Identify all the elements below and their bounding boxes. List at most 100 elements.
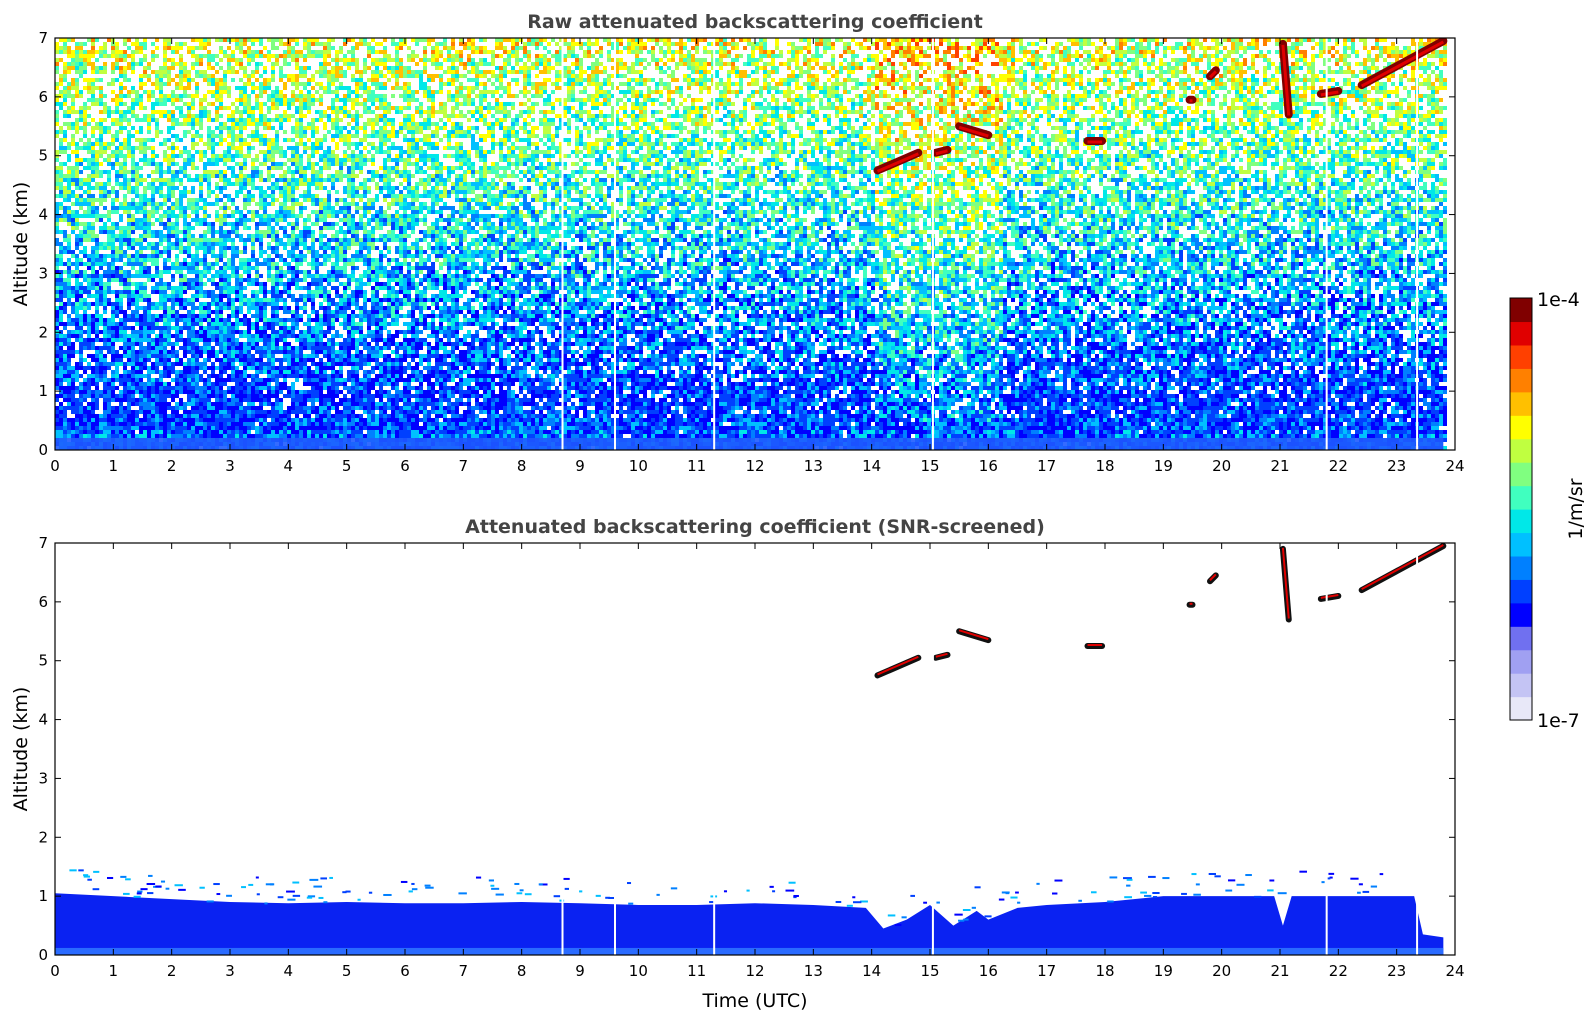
raw-pixel — [491, 62, 495, 66]
raw-pixel — [999, 62, 1003, 66]
raw-pixel — [879, 50, 883, 54]
raw-pixel — [879, 110, 883, 114]
raw-pixel — [115, 130, 119, 134]
raw-pixel — [491, 70, 495, 74]
raw-pixel — [1043, 46, 1047, 50]
raw-pixel — [1275, 114, 1279, 118]
raw-pixel — [499, 66, 503, 70]
raw-pixel — [991, 122, 995, 126]
raw-pixel — [1171, 70, 1175, 74]
raw-pixel — [1131, 94, 1135, 98]
raw-pixel — [891, 50, 895, 54]
raw-pixel — [207, 62, 211, 66]
raw-pixel — [751, 54, 755, 58]
raw-pixel — [367, 90, 371, 94]
raw-pixel — [527, 78, 531, 82]
raw-pixel — [1271, 102, 1275, 106]
raw-pixel — [1371, 126, 1375, 130]
raw-pixel — [491, 126, 495, 130]
raw-pixel — [591, 98, 595, 102]
raw-pixel — [479, 102, 483, 106]
raw-pixel — [515, 46, 519, 50]
raw-pixel — [67, 86, 71, 90]
raw-pixel — [395, 62, 399, 66]
raw-pixel — [591, 106, 595, 110]
raw-pixel — [335, 86, 339, 90]
raw-pixel — [651, 126, 655, 130]
raw-pixel — [1175, 114, 1179, 118]
raw-pixel — [95, 66, 99, 70]
raw-pixel — [855, 94, 859, 98]
raw-pixel — [1035, 50, 1039, 54]
raw-pixel — [983, 46, 987, 50]
raw-pixel — [1435, 90, 1439, 94]
raw-pixel — [319, 94, 323, 98]
raw-pixel — [1139, 50, 1143, 54]
raw-pixel — [1263, 78, 1267, 82]
raw-pixel — [1047, 118, 1051, 122]
raw-pixel — [1183, 66, 1187, 70]
raw-pixel — [1163, 102, 1167, 106]
raw-pixel — [1243, 126, 1247, 130]
raw-pixel — [79, 114, 83, 118]
raw-pixel — [395, 86, 399, 90]
raw-pixel — [447, 66, 451, 70]
raw-pixel — [579, 70, 583, 74]
raw-pixel — [59, 50, 63, 54]
raw-pixel — [1151, 82, 1155, 86]
raw-pixel — [1143, 118, 1147, 122]
raw-pixel — [315, 50, 319, 54]
raw-pixel — [535, 74, 539, 78]
raw-pixel — [675, 114, 679, 118]
raw-pixel — [1163, 46, 1167, 50]
raw-pixel — [1127, 46, 1131, 50]
raw-pixel — [967, 46, 971, 50]
raw-pixel — [1159, 102, 1163, 106]
raw-pixel — [83, 54, 87, 58]
raw-pixel — [151, 106, 155, 110]
raw-pixel — [119, 70, 123, 74]
raw-pixel — [815, 50, 819, 54]
raw-pixel — [191, 66, 195, 70]
raw-pixel — [575, 78, 579, 82]
raw-pixel — [235, 106, 239, 110]
raw-pixel — [1119, 90, 1123, 94]
raw-pixel — [1259, 54, 1263, 58]
raw-pixel — [1271, 62, 1275, 66]
raw-pixel — [1119, 82, 1123, 86]
raw-pixel — [787, 50, 791, 54]
raw-pixel — [699, 82, 703, 86]
raw-pixel — [1031, 42, 1035, 46]
raw-pixel — [575, 58, 579, 62]
raw-pixel — [1423, 94, 1427, 98]
raw-pixel — [775, 66, 779, 70]
raw-pixel — [195, 118, 199, 122]
raw-pixel — [115, 42, 119, 46]
raw-pixel — [1391, 118, 1395, 122]
raw-pixel — [423, 122, 427, 126]
raw-pixel — [403, 74, 407, 78]
raw-pixel — [155, 74, 159, 78]
raw-pixel — [155, 82, 159, 86]
raw-pixel — [239, 90, 243, 94]
raw-pixel — [419, 122, 423, 126]
raw-pixel — [131, 62, 135, 66]
raw-pixel — [823, 62, 827, 66]
raw-pixel — [1191, 90, 1195, 94]
raw-pixel — [1159, 66, 1163, 70]
raw-pixel — [483, 62, 487, 66]
raw-pixel — [1099, 106, 1103, 110]
raw-pixel — [1383, 58, 1387, 62]
raw-pixel — [1251, 102, 1255, 106]
raw-pixel — [123, 114, 127, 118]
raw-pixel — [375, 62, 379, 66]
raw-pixel — [1371, 114, 1375, 118]
raw-pixel — [1163, 82, 1167, 86]
raw-pixel — [95, 102, 99, 106]
raw-pixel — [103, 106, 107, 110]
raw-pixel — [1111, 126, 1115, 130]
raw-pixel — [1223, 114, 1227, 118]
raw-pixel — [91, 98, 95, 102]
raw-pixel — [1007, 46, 1011, 50]
